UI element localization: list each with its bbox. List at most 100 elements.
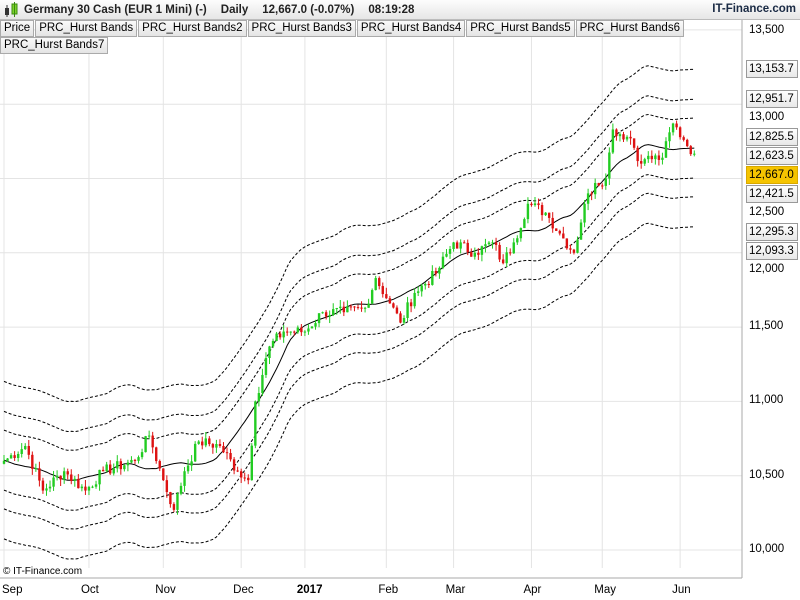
candle-body bbox=[399, 313, 402, 323]
candle-body bbox=[537, 203, 540, 206]
clock: 08:19:28 bbox=[368, 3, 415, 16]
candle-body bbox=[519, 228, 523, 239]
candle-body bbox=[572, 249, 576, 253]
candle-body bbox=[98, 469, 101, 485]
tab-prc-hurst-bands6[interactable]: PRC_Hurst Bands6 bbox=[575, 20, 684, 37]
candle-body bbox=[533, 203, 537, 206]
candle-body bbox=[169, 492, 172, 505]
tab-prc-hurst-bands7[interactable]: PRC_Hurst Bands7 bbox=[0, 37, 109, 54]
tab-price[interactable]: Price bbox=[0, 20, 35, 37]
candle-body bbox=[509, 252, 512, 254]
x-tick-label: 2017 bbox=[296, 584, 323, 596]
tab-prc-hurst-bands[interactable]: PRC_Hurst Bands bbox=[35, 20, 138, 37]
tab-prc-hurst-bands5[interactable]: PRC_Hurst Bands5 bbox=[466, 20, 575, 37]
middle-value-box: 12,623.5 bbox=[746, 147, 798, 166]
candle-body bbox=[222, 445, 225, 453]
candle-body bbox=[55, 475, 59, 478]
candle-body bbox=[501, 259, 505, 264]
candle-body bbox=[190, 461, 193, 466]
candle-body bbox=[636, 147, 639, 162]
tab-prc-hurst-bands4[interactable]: PRC_Hurst Bands4 bbox=[356, 20, 466, 37]
candle-body bbox=[346, 306, 349, 313]
candle-body bbox=[335, 307, 338, 310]
band-value-box: 12,093.3 bbox=[746, 242, 798, 261]
x-tick-label: Dec bbox=[233, 584, 254, 596]
period[interactable]: Daily bbox=[220, 3, 249, 16]
hurst-middle-line bbox=[3, 144, 695, 481]
candle-body bbox=[378, 278, 381, 287]
candle-body bbox=[664, 141, 668, 158]
candle-body bbox=[558, 230, 561, 234]
y-tick-label: 13,000 bbox=[749, 111, 785, 124]
candle-body bbox=[675, 123, 678, 128]
candle-body bbox=[16, 453, 20, 458]
x-tick-label: Mar bbox=[445, 584, 466, 596]
candle-body bbox=[601, 185, 604, 187]
candle-body bbox=[87, 486, 91, 491]
candle-body bbox=[324, 312, 328, 317]
candle-body bbox=[668, 132, 671, 142]
candle-body bbox=[48, 486, 52, 489]
candle-body bbox=[70, 474, 73, 481]
candle-body bbox=[629, 136, 632, 139]
hurst-band-6 bbox=[3, 222, 695, 560]
candle-body bbox=[109, 464, 112, 474]
candle-body bbox=[597, 182, 600, 186]
candle-body bbox=[498, 244, 501, 260]
candle-body bbox=[540, 205, 544, 216]
candle-body bbox=[38, 468, 41, 481]
candle-body bbox=[448, 249, 452, 254]
candle-body bbox=[671, 123, 675, 133]
candle-body bbox=[112, 468, 115, 474]
candle-body bbox=[530, 203, 533, 206]
chart-header: Germany 30 Cash (EUR 1 Mini) (-) Daily 1… bbox=[0, 0, 800, 20]
y-tick-label: 10,500 bbox=[749, 468, 785, 481]
candle-body bbox=[307, 328, 310, 332]
tab-prc-hurst-bands2[interactable]: PRC_Hurst Bands2 bbox=[138, 20, 247, 37]
band-value-box: 12,825.5 bbox=[746, 128, 798, 147]
candle-body bbox=[487, 242, 491, 245]
candle-body bbox=[526, 203, 530, 220]
hurst-band-4 bbox=[3, 174, 695, 511]
candle-body bbox=[218, 444, 222, 446]
candle-body bbox=[201, 441, 204, 446]
candle-body bbox=[250, 445, 253, 481]
candle-body bbox=[243, 477, 246, 479]
candle-body bbox=[434, 270, 438, 274]
candle-body bbox=[459, 242, 462, 249]
candle-body bbox=[6, 458, 9, 461]
candle-body bbox=[427, 283, 430, 285]
candle-body bbox=[137, 457, 140, 461]
candle-body bbox=[62, 471, 66, 480]
candle-body bbox=[402, 317, 406, 323]
candle-body bbox=[647, 155, 650, 160]
tab-prc-hurst-bands3[interactable]: PRC_Hurst Bands3 bbox=[247, 20, 356, 37]
candle-body bbox=[583, 203, 586, 223]
candle-body bbox=[332, 309, 335, 315]
candle-body bbox=[416, 291, 420, 293]
candle-body bbox=[321, 312, 324, 314]
candle-body bbox=[576, 239, 579, 253]
candle-body bbox=[24, 445, 27, 450]
x-tick-label: Feb bbox=[378, 584, 399, 596]
candle-body bbox=[420, 285, 423, 292]
candle-body bbox=[303, 331, 307, 333]
candle-body bbox=[625, 136, 629, 140]
candle-body bbox=[300, 327, 303, 333]
candle-body bbox=[296, 327, 300, 333]
candle-body bbox=[133, 459, 137, 461]
candle-body bbox=[622, 134, 625, 140]
candle-body bbox=[339, 306, 342, 308]
candle-body bbox=[278, 333, 282, 338]
candle-body bbox=[569, 248, 572, 250]
candle-body bbox=[328, 314, 331, 317]
candle-body bbox=[516, 238, 519, 243]
candle-body bbox=[123, 465, 126, 470]
y-tick-label: 12,500 bbox=[749, 206, 785, 219]
candle-body bbox=[105, 464, 108, 472]
candle-body bbox=[52, 477, 55, 487]
candle-body bbox=[618, 134, 622, 137]
candle-body bbox=[466, 242, 469, 253]
candle-body bbox=[409, 302, 413, 307]
